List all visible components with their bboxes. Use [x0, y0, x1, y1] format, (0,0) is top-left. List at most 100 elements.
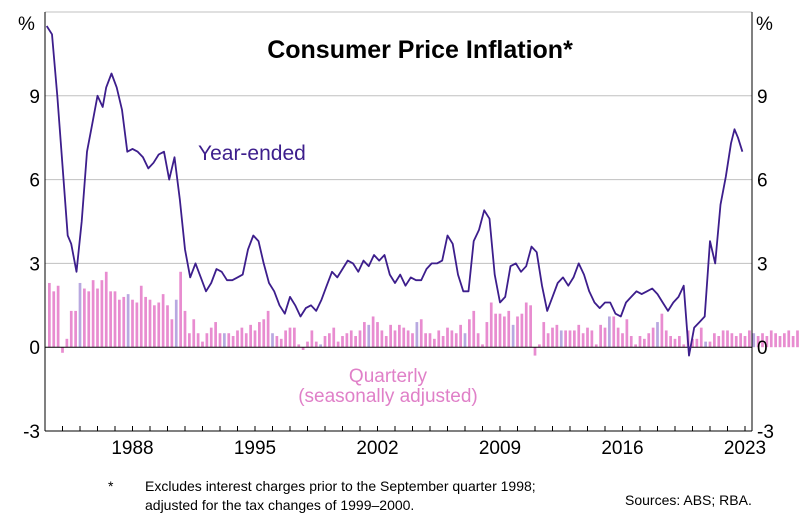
- y-tick-left-3: 6: [29, 171, 40, 192]
- quarterly-bar-121: [577, 324, 581, 348]
- quarterly-bar-92: [450, 330, 454, 348]
- quarterly-bar-145: [682, 344, 686, 348]
- quarterly-bar-104: [503, 316, 506, 348]
- quarterly-bar-80: [398, 324, 401, 348]
- quarterly-bar-33: [192, 319, 196, 348]
- quarterly-bar-161: [752, 333, 756, 348]
- quarterly-bar-119: [568, 330, 572, 348]
- quarterly-bar-157: [734, 336, 738, 348]
- quarterly-bar-147: [691, 338, 694, 348]
- quarterly-bar-103: [498, 313, 502, 348]
- quarterly-bar-83: [411, 333, 414, 348]
- quarterly-bar-124: [590, 330, 594, 348]
- quarterly-bars: [48, 271, 799, 356]
- y-tick-right-1: 0: [757, 338, 768, 359]
- quarterly-bar-22: [144, 296, 147, 348]
- quarterly-bar-43: [236, 330, 239, 348]
- quarterly-bar-105: [507, 310, 511, 348]
- quarterly-bar-122: [581, 333, 585, 348]
- quarterly-bar-107: [516, 316, 519, 348]
- quarterly-bar-167: [778, 336, 782, 348]
- quarterly-bar-168: [783, 333, 786, 348]
- quarterly-bar-68: [345, 333, 349, 348]
- y-tick-right-0: -3: [757, 422, 774, 443]
- quarterly-bar-141: [664, 330, 668, 348]
- y-tick-labels-right: -3 0 3 6 9: [757, 87, 774, 443]
- quarterly-bar-34: [196, 333, 200, 348]
- annotation-quarterly: Quarterly: [349, 366, 428, 387]
- quarterly-bar-120: [573, 330, 576, 348]
- quarterly-bar-117: [559, 330, 563, 348]
- quarterly-bar-55: [288, 327, 292, 348]
- quarterly-bar-64: [328, 333, 331, 348]
- quarterly-bar-154: [721, 330, 725, 348]
- quarterly-bar-126: [599, 324, 602, 348]
- quarterly-bar-24: [153, 305, 156, 348]
- quarterly-bar-3: [61, 347, 64, 353]
- quarterly-bar-50: [266, 310, 270, 348]
- quarterly-bar-151: [708, 341, 712, 348]
- quarterly-bar-78: [389, 324, 392, 348]
- quarterly-bar-101: [489, 302, 493, 348]
- quarterly-bar-86: [424, 333, 427, 348]
- quarterly-bar-90: [441, 336, 445, 348]
- quarterly-bar-155: [726, 330, 729, 348]
- footnote-marker: *: [108, 478, 114, 494]
- chart-title: Consumer Price Inflation*: [267, 36, 573, 64]
- quarterly-bar-125: [594, 344, 598, 348]
- quarterly-bar-53: [279, 338, 283, 348]
- quarterly-bar-99: [481, 344, 484, 348]
- quarterly-bar-100: [485, 322, 489, 348]
- quarterly-bar-109: [524, 302, 528, 348]
- quarterly-bar-171: [796, 330, 799, 348]
- quarterly-bar-164: [765, 336, 769, 348]
- quarterly-bar-11: [96, 288, 99, 348]
- sources-note: Sources: ABS; RBA.: [625, 492, 752, 508]
- y-tick-labels-left: -3 0 3 6 9: [23, 87, 40, 443]
- quarterly-bar-93: [454, 333, 458, 348]
- quarterly-bar-115: [551, 327, 554, 348]
- quarterly-bar-5: [69, 310, 73, 348]
- quarterly-bar-84: [415, 322, 419, 348]
- quarterly-bar-118: [564, 330, 567, 348]
- quarterly-bar-143: [673, 338, 677, 348]
- quarterly-bar-113: [542, 322, 546, 348]
- quarterly-bar-97: [472, 310, 476, 348]
- quarterly-bar-137: [647, 333, 651, 348]
- y-tick-left-4: 9: [29, 87, 40, 108]
- quarterly-bar-160: [748, 330, 751, 348]
- quarterly-bar-75: [376, 322, 379, 348]
- quarterly-bar-31: [183, 310, 187, 348]
- x-tick-label-2009: 2009: [479, 438, 521, 459]
- y-tick-right-2: 3: [757, 254, 768, 275]
- quarterly-bar-49: [262, 319, 266, 348]
- quarterly-bar-110: [529, 305, 532, 348]
- footnote-line-2: adjusted for the tax changes of 1999–200…: [145, 497, 415, 513]
- quarterly-bar-144: [678, 336, 681, 348]
- y-unit-right: %: [756, 14, 773, 35]
- quarterly-bar-79: [393, 330, 397, 348]
- quarterly-bar-127: [603, 327, 607, 348]
- quarterly-bar-153: [717, 336, 721, 348]
- quarterly-bar-139: [656, 322, 659, 348]
- quarterly-bar-81: [402, 327, 406, 348]
- quarterly-bar-134: [634, 344, 637, 348]
- quarterly-bar-165: [769, 330, 773, 348]
- x-tick-label-2002: 2002: [356, 438, 398, 459]
- quarterly-bar-36: [205, 333, 209, 348]
- annotation-seasonally-adjusted: (seasonally adjusted): [298, 386, 478, 407]
- quarterly-bar-30: [179, 271, 182, 348]
- x-tick-label-2023: 2023: [724, 438, 766, 459]
- quarterly-bar-13: [104, 271, 108, 348]
- quarterly-bar-28: [170, 319, 174, 348]
- quarterly-bar-41: [227, 333, 231, 348]
- quarterly-bar-148: [695, 338, 699, 348]
- quarterly-bar-136: [643, 338, 646, 348]
- quarterly-bar-108: [520, 313, 524, 348]
- quarterly-bar-98: [476, 333, 480, 348]
- quarterly-bar-94: [459, 324, 462, 348]
- quarterly-bar-4: [65, 338, 69, 348]
- quarterly-bar-48: [258, 322, 261, 348]
